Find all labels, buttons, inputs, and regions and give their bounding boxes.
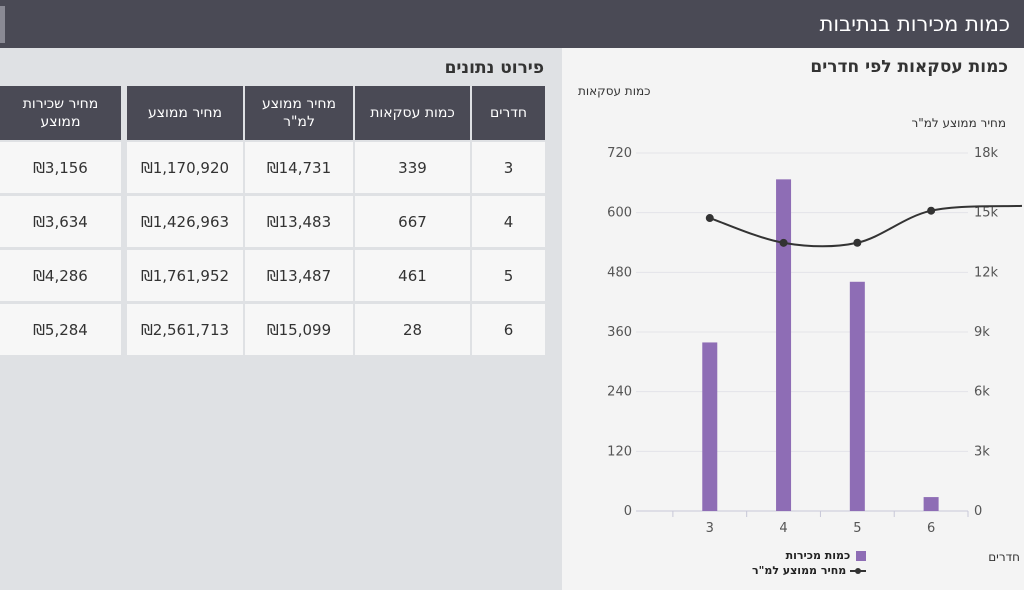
table-cell: ₪2,561,713 xyxy=(127,304,243,355)
x-axis-title: חדרים xyxy=(988,550,1020,564)
line-point xyxy=(705,214,714,223)
table-cell: ₪1,426,963 xyxy=(127,196,243,247)
x-tick-label: 5 xyxy=(853,521,861,536)
legend-item-bars[interactable]: כמות מכירות xyxy=(752,548,867,563)
table-cell: ₪1,170,920 xyxy=(127,142,243,193)
y-right-tick-label: 6k xyxy=(974,385,990,400)
combo-chart: 0 120 240 360 480 600 720 0 3k 6k 9k 12k 15k 18k 3 4 5 6 xyxy=(607,146,1023,536)
x-tick-label: 3 xyxy=(706,521,714,536)
table-cell: 4 xyxy=(472,196,545,247)
table-cell: 5 xyxy=(472,250,545,301)
chart-legend: כמות מכירות מחיר ממוצע למ"ר xyxy=(752,548,867,578)
y-right-tick-label: 18k xyxy=(974,146,999,161)
y-left-tick-label: 120 xyxy=(607,444,632,459)
col-header-rent[interactable]: מחיר שכירות ממוצע xyxy=(0,86,121,140)
y-left-tick-label: 0 xyxy=(624,504,632,519)
table-cell: ₪13,483 xyxy=(245,196,353,247)
bar xyxy=(776,179,792,511)
page-title: כמות מכירות בנתיבות xyxy=(819,12,1010,36)
y-left-tick-label: 240 xyxy=(607,385,632,400)
table-cell: 28 xyxy=(355,304,470,355)
line-point xyxy=(927,206,936,215)
y-left-tick-label: 600 xyxy=(607,206,632,221)
table-cell: 339 xyxy=(355,142,470,193)
left-axis-label: כמות עסקאות xyxy=(578,84,651,98)
bar xyxy=(702,342,718,511)
y-left-tick-label: 480 xyxy=(607,265,632,280)
legend-swatch-bars xyxy=(856,550,867,561)
x-tick-label: 4 xyxy=(779,521,787,536)
legend-label-line: מחיר ממוצע למ"ר xyxy=(752,564,847,577)
col-header-avg-price[interactable]: מחיר ממוצע xyxy=(127,86,243,140)
table-cell: 461 xyxy=(355,250,470,301)
table-cell: ₪5,284 xyxy=(0,304,121,355)
y-right-tick-label: 0 xyxy=(974,504,982,519)
y-left-tick-label: 720 xyxy=(607,146,632,161)
legend-item-line[interactable]: מחיר ממוצע למ"ר xyxy=(752,563,867,578)
col-header-deals[interactable]: כמות עסקאות xyxy=(355,86,470,140)
chart-title: כמות עסקאות לפי חדרים xyxy=(810,57,1008,77)
bar xyxy=(849,281,865,511)
y-right-tick-label: 15k xyxy=(974,206,999,221)
table-title: פירוט נתונים xyxy=(444,58,544,78)
table-cell: 6 xyxy=(472,304,545,355)
table-cell: ₪13,487 xyxy=(245,250,353,301)
table-cell: ₪15,099 xyxy=(245,304,353,355)
right-axis-label: מחיר ממוצע למ"ר xyxy=(911,116,1006,130)
table-cell: ₪1,761,952 xyxy=(127,250,243,301)
line-point xyxy=(853,238,862,247)
table-cell: ₪3,156 xyxy=(0,142,121,193)
col-header-rooms[interactable]: חדרים xyxy=(472,86,545,140)
table-cell: ₪3,634 xyxy=(0,196,121,247)
line-point xyxy=(779,238,788,247)
y-right-tick-label: 9k xyxy=(974,325,990,340)
table-cell: 3 xyxy=(472,142,545,193)
y-right-tick-label: 12k xyxy=(974,265,999,280)
sidebar-toggle-handle[interactable] xyxy=(0,6,5,43)
legend-label-bars: כמות מכירות xyxy=(785,549,851,562)
y-left-tick-label: 360 xyxy=(607,325,632,340)
table-cell: ₪14,731 xyxy=(245,142,353,193)
col-header-price-sqm[interactable]: מחיר ממוצע למ"ר xyxy=(245,86,353,140)
x-tick-label: 6 xyxy=(927,521,935,536)
legend-line-icon xyxy=(850,566,867,576)
table-cell: ₪4,286 xyxy=(0,250,121,301)
y-right-tick-label: 3k xyxy=(974,444,990,459)
bar xyxy=(923,497,939,511)
table-cell: 667 xyxy=(355,196,470,247)
app-header: כמות מכירות בנתיבות xyxy=(0,0,1024,48)
chart-panel: כמות עסקאות לפי חדרים כמות עסקאות מחיר מ… xyxy=(562,48,1024,590)
